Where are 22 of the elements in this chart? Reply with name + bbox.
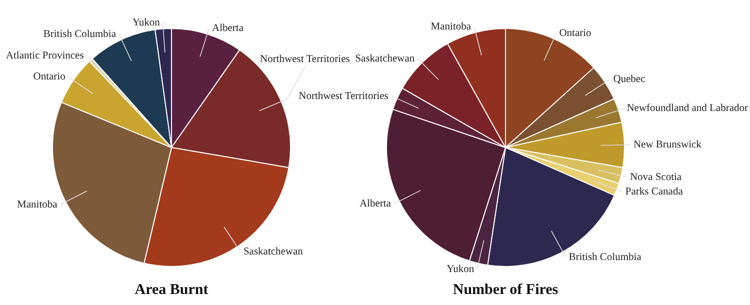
slice-label: Quebec: [613, 74, 646, 85]
slice-label: British Columbia: [568, 252, 642, 263]
slice-label: Parks Canada: [625, 186, 684, 198]
slice-label: Saskatchewan: [355, 53, 416, 64]
text: Area Burnt: [134, 282, 208, 298]
slice-label: Northwest Territories: [260, 54, 350, 66]
slice-label: Yukon: [446, 264, 475, 275]
slice-label: Alberta: [212, 23, 244, 34]
slice-label: Ontario: [559, 28, 592, 40]
slice-label: Manitoba: [17, 199, 58, 210]
slice-label: Newfoundland and Labrador: [626, 103, 749, 114]
slice-label: Ontario: [33, 72, 66, 83]
slice-label: Alberta: [359, 198, 392, 210]
slice-label: New Brunswick: [633, 140, 702, 150]
slice-label: British Columbia: [43, 28, 116, 40]
slice-label: Yukon: [132, 18, 161, 29]
slice-label: Nova Scotia: [630, 172, 682, 183]
slice-label: Atlantic Provinces: [6, 50, 84, 62]
slice-label: Manitoba: [430, 21, 472, 32]
slice-label: Saskatchewan: [243, 246, 304, 258]
text: Number of Fires: [452, 282, 558, 298]
slice-label: Northwest Territories: [298, 90, 388, 102]
